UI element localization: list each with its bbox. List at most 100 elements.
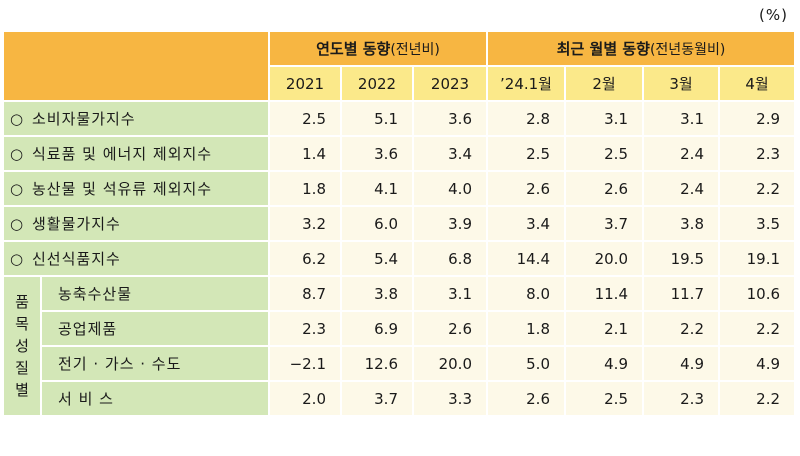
row-label: ○ 소비자물가지수 (4, 102, 270, 137)
column-header: 2월 (566, 67, 644, 102)
cell-value: 4.9 (644, 347, 720, 382)
group-label-char: 별 (15, 381, 29, 399)
cell-value: 8.7 (270, 277, 342, 312)
cell-value: 3.5 (720, 207, 797, 242)
cell-value: 4.0 (414, 172, 488, 207)
sub-row-label: 농축수산물 (42, 277, 270, 312)
row-label: ○ 식료품 및 에너지 제외지수 (4, 137, 270, 172)
table-row: ○ 식료품 및 에너지 제외지수 1.4 3.6 3.4 2.5 2.5 2.4 … (4, 137, 797, 172)
header-group-annual: 연도별 동향(전년비) (270, 32, 488, 67)
cell-value: 2.4 (644, 137, 720, 172)
table-row: 서 비 스 2.0 3.7 3.3 2.6 2.5 2.3 2.2 (4, 382, 797, 417)
cell-value: 20.0 (566, 242, 644, 277)
header-group-monthly: 최근 월별 동향(전년동월비) (488, 32, 797, 67)
header-group-annual-note: (전년비) (390, 42, 440, 58)
cell-value: 2.9 (720, 102, 797, 137)
row-label-text: 농산물 및 석유류 제외지수 (32, 180, 213, 198)
cell-value: 4.9 (566, 347, 644, 382)
cell-value: 3.1 (566, 102, 644, 137)
table-row: ○ 농산물 및 석유류 제외지수 1.8 4.1 4.0 2.6 2.6 2.4 … (4, 172, 797, 207)
cell-value: 14.4 (488, 242, 566, 277)
cell-value: 1.4 (270, 137, 342, 172)
header-group-monthly-title: 최근 월별 동향 (556, 40, 650, 58)
header-group-annual-title: 연도별 동향 (316, 40, 391, 58)
cell-value: 3.6 (342, 137, 414, 172)
table-row: 전기 · 가스 · 수도 −2.1 12.6 20.0 5.0 4.9 4.9 … (4, 347, 797, 382)
row-label-text: 소비자물가지수 (32, 110, 136, 128)
cell-value: 2.6 (488, 382, 566, 417)
cell-value: 3.4 (488, 207, 566, 242)
unit-label: (%) (759, 6, 788, 24)
cell-value: 3.1 (414, 277, 488, 312)
cell-value: 19.1 (720, 242, 797, 277)
cell-value: 3.9 (414, 207, 488, 242)
table-row: 품 목 성 질 별 농축수산물 8.7 3.8 3.1 8.0 11.4 11.… (4, 277, 797, 417)
row-label: ○ 농산물 및 석유류 제외지수 (4, 172, 270, 207)
column-header: 2023 (414, 67, 488, 102)
cell-value: 2.5 (270, 102, 342, 137)
cell-value: 2.5 (488, 137, 566, 172)
cell-value: 2.4 (644, 172, 720, 207)
cell-value: 11.7 (644, 277, 720, 312)
bullet: ○ (10, 110, 25, 128)
cell-value: 2.5 (566, 137, 644, 172)
cell-value: 6.9 (342, 312, 414, 347)
cell-value: 19.5 (644, 242, 720, 277)
column-header: 3월 (644, 67, 720, 102)
group-label-char: 목 (15, 315, 29, 333)
sub-row-label: 서 비 스 (42, 382, 270, 417)
cell-value: 20.0 (414, 347, 488, 382)
header-group-monthly-note: (전년동월비) (649, 42, 726, 58)
cell-value: 5.0 (488, 347, 566, 382)
header-corner (4, 32, 270, 102)
price-index-table: 연도별 동향(전년비) 최근 월별 동향(전년동월비) 2021 2022 20… (4, 32, 797, 417)
cell-value: 3.6 (414, 102, 488, 137)
cell-value: 3.3 (414, 382, 488, 417)
cell-value: 2.2 (720, 172, 797, 207)
cell-value: 2.3 (644, 382, 720, 417)
column-header: 4월 (720, 67, 797, 102)
row-label: ○ 생활물가지수 (4, 207, 270, 242)
cell-value: 3.8 (342, 277, 414, 312)
cell-value: 2.2 (720, 312, 797, 347)
cell-value: 12.6 (342, 347, 414, 382)
group-label-item-nature: 품 목 성 질 별 (4, 277, 42, 417)
row-label-text: 생활물가지수 (32, 215, 121, 233)
bullet: ○ (10, 250, 25, 268)
cell-value: 3.8 (644, 207, 720, 242)
column-header: 2021 (270, 67, 342, 102)
cell-value: 6.8 (414, 242, 488, 277)
group-label-char: 품 (15, 293, 29, 311)
cell-value: 5.4 (342, 242, 414, 277)
cell-value: 11.4 (566, 277, 644, 312)
cell-value: 2.6 (488, 172, 566, 207)
cell-value: 2.1 (566, 312, 644, 347)
cell-value: 4.1 (342, 172, 414, 207)
cell-value: 2.5 (566, 382, 644, 417)
cell-value: 2.6 (414, 312, 488, 347)
cell-value: 4.9 (720, 347, 797, 382)
row-label: ○ 신선식품지수 (4, 242, 270, 277)
cell-value: 2.2 (644, 312, 720, 347)
header-row-groups: 연도별 동향(전년비) 최근 월별 동향(전년동월비) (4, 32, 797, 102)
cell-value: 2.3 (720, 137, 797, 172)
sub-row-label: 공업제품 (42, 312, 270, 347)
header-row-columns: 2021 2022 2023 ’24.1월 2월 3월 4월 (4, 67, 797, 102)
cell-value: 3.7 (342, 382, 414, 417)
cell-value: 8.0 (488, 277, 566, 312)
cell-value: 6.2 (270, 242, 342, 277)
cell-value: 3.4 (414, 137, 488, 172)
bullet: ○ (10, 145, 25, 163)
table-row: ○ 소비자물가지수 2.5 5.1 3.6 2.8 3.1 3.1 2.9 (4, 102, 797, 137)
group-label-char: 성 (15, 337, 29, 355)
table-row: ○ 신선식품지수 6.2 5.4 6.8 14.4 20.0 19.5 19.1 (4, 242, 797, 277)
cell-value: 5.1 (342, 102, 414, 137)
cell-value: 6.0 (342, 207, 414, 242)
cell-value: 1.8 (488, 312, 566, 347)
cell-value: 3.7 (566, 207, 644, 242)
row-label-text: 식료품 및 에너지 제외지수 (32, 145, 213, 163)
cell-value: 2.6 (566, 172, 644, 207)
table-row: 공업제품 2.3 6.9 2.6 1.8 2.1 2.2 2.2 (4, 312, 797, 347)
sub-row-label: 전기 · 가스 · 수도 (42, 347, 270, 382)
bullet: ○ (10, 180, 25, 198)
